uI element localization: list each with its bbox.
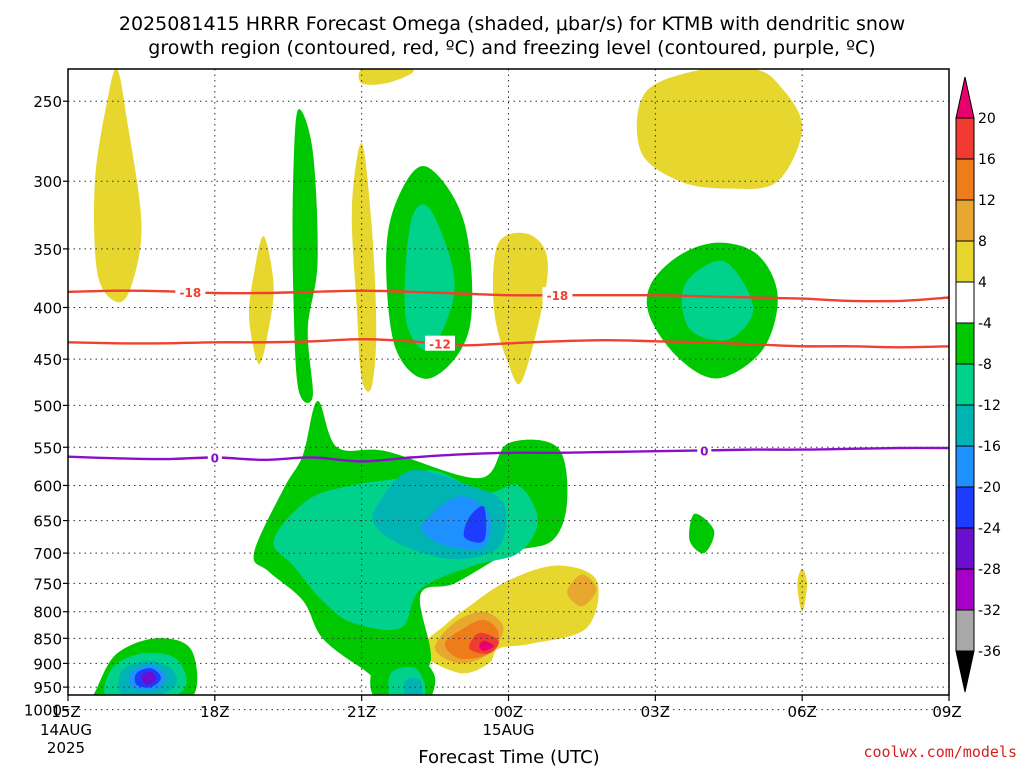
colorbar-box <box>955 240 975 283</box>
omega-region-4 <box>248 236 274 365</box>
colorbar-box <box>955 445 975 488</box>
y-tick-label: 1000 <box>24 702 62 720</box>
x-tick-sublabel: 15AUG <box>483 721 535 739</box>
colorbar-label: -20 <box>978 480 1001 496</box>
x-tick-label: 00Z <box>494 703 523 721</box>
credit-text: coolwx.com/models <box>863 743 1017 761</box>
colorbar-label: 12 <box>978 193 996 209</box>
omega-region-neg8 <box>404 204 455 351</box>
y-tick-label: 550 <box>33 439 62 457</box>
omega-region-neg4 <box>689 513 715 554</box>
y-tick-label: 750 <box>33 575 62 593</box>
colorbar-label: 4 <box>978 275 987 291</box>
omega-region-4 <box>492 232 548 385</box>
x-tick-sublabel: 14AUG <box>40 721 92 739</box>
colorbar-label: 16 <box>978 152 996 168</box>
contour-line <box>68 289 949 303</box>
y-tick-label: 450 <box>33 351 62 369</box>
contour-label: -18 <box>547 289 569 303</box>
omega-region-4 <box>636 69 803 189</box>
colorbar: 20 16 12 8 4 -4 -8 -12 -16 -20 -24 -28 -32 -36 <box>955 76 1001 693</box>
colorbar-bottom-arrow <box>955 650 975 693</box>
x-tick-label: 15Z <box>51 703 80 721</box>
omega-region-neg4 <box>292 109 318 403</box>
chart-title-line2: growth region (contoured, red, ºC) and f… <box>148 37 875 59</box>
x-tick-label: 18Z <box>200 703 229 721</box>
colorbar-label: -8 <box>978 357 992 373</box>
colorbar-box <box>955 568 975 611</box>
contour-line <box>68 337 949 349</box>
omega-region-neg24 <box>141 671 157 685</box>
y-tick-label: 800 <box>33 604 62 622</box>
omega-region-4 <box>94 69 142 303</box>
contour-label-bg <box>542 287 573 303</box>
colorbar-box <box>955 363 975 406</box>
x-axis-label: Forecast Time (UTC) <box>418 747 599 768</box>
colorbar-box <box>955 322 975 365</box>
chart-title-line1: 2025081415 HRRR Forecast Omega (shaded, … <box>119 13 905 35</box>
colorbar-box <box>955 404 975 447</box>
omega-region-neg12 <box>403 678 423 695</box>
omega-region-neg8 <box>681 260 754 341</box>
y-tick-label: 700 <box>33 545 62 563</box>
colorbar-label: 20 <box>978 111 996 127</box>
colorbar-label: -32 <box>978 603 1001 619</box>
colorbar-label: -24 <box>978 521 1001 537</box>
x-tick-label: 21Z <box>347 703 376 721</box>
y-tick-label: 400 <box>33 299 62 317</box>
x-tick-label: 09Z <box>932 703 961 721</box>
omega-region-4 <box>797 568 808 612</box>
y-tick-label: 850 <box>33 630 62 648</box>
colorbar-box <box>955 158 975 201</box>
x-tick-label: 06Z <box>787 703 816 721</box>
omega-shading <box>93 69 808 695</box>
contour-label-bg <box>697 442 712 458</box>
colorbar-box <box>955 281 975 324</box>
colorbar-label: -36 <box>978 644 1001 660</box>
y-tick-label: 500 <box>33 397 62 415</box>
x-tick-label: 03Z <box>641 703 670 721</box>
y-tick-label: 600 <box>33 477 62 495</box>
colorbar-label: -28 <box>978 562 1001 578</box>
colorbar-box <box>955 117 975 160</box>
y-tick-label: 350 <box>33 241 62 259</box>
grid-lines <box>67 69 950 711</box>
omega-region-8 <box>567 574 597 607</box>
colorbar-label: -4 <box>978 316 992 332</box>
omega-region-4 <box>351 142 377 392</box>
contour-label: -12 <box>429 338 451 352</box>
contour-label: 0 <box>700 444 708 458</box>
contour-label-bg <box>175 284 206 300</box>
y-axis-ticks: 250 300 350 400 450 500 550 600 650 700 750 800 850 9… <box>24 93 68 720</box>
omega-region-neg20 <box>463 505 487 543</box>
y-tick-label: 900 <box>33 655 62 673</box>
colorbar-top-arrow <box>955 76 975 119</box>
colorbar-label: 8 <box>978 234 987 250</box>
colorbar-box <box>955 199 975 242</box>
y-tick-label: 250 <box>33 93 62 111</box>
colorbar-box <box>955 609 975 652</box>
omega-region-4 <box>358 69 414 85</box>
y-tick-label: 650 <box>33 513 62 531</box>
colorbar-label: -12 <box>978 398 1001 414</box>
contour-label-bg <box>207 449 222 465</box>
colorbar-box <box>955 486 975 529</box>
contour-lines: -18 -18 -12 0 0 <box>68 284 949 466</box>
omega-region-20 <box>479 640 494 651</box>
colorbar-box <box>955 527 975 570</box>
contour-label: 0 <box>211 452 219 466</box>
y-tick-label: 300 <box>33 173 62 191</box>
contour-label: -18 <box>180 286 202 300</box>
y-tick-label: 950 <box>33 679 62 697</box>
contour-label-bg <box>424 335 455 351</box>
colorbar-label: -16 <box>978 439 1001 455</box>
x-tick-sublabel: 2025 <box>47 739 85 757</box>
